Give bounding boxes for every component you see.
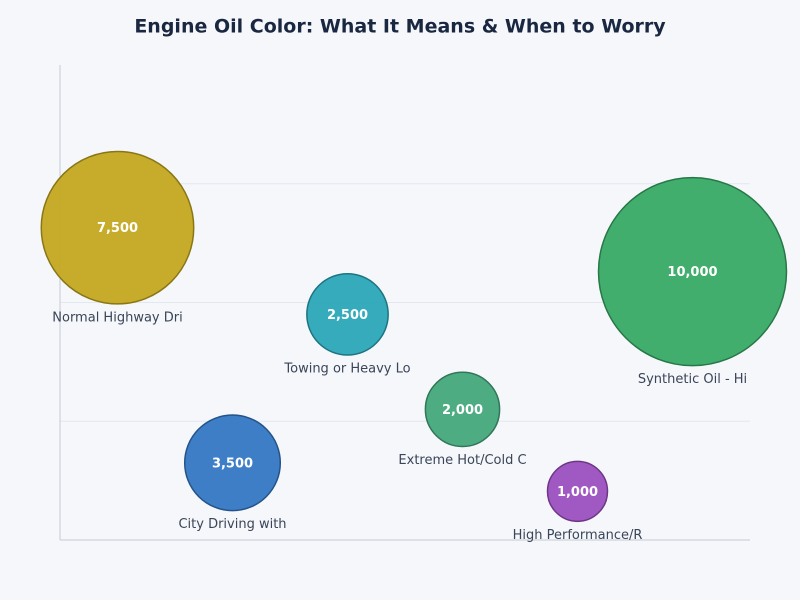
bubble [597,176,788,367]
bubble [40,150,195,305]
bubble [183,414,282,512]
bubble [546,460,609,523]
bubble-label: Towing or Heavy Lo [283,362,410,377]
value-label: 1,000 [557,485,598,500]
bubble-label: City Driving with [178,517,286,532]
bubble-label: High Performance/R [513,528,643,543]
bubble-label: Synthetic Oil - Hi [638,372,747,387]
bubble-label: Extreme Hot/Cold C [398,453,526,468]
value-label: 2,000 [442,403,483,418]
value-label: 3,500 [212,456,253,471]
value-label: 10,000 [667,265,717,280]
chart-title: Engine Oil Color: What It Means & When t… [134,16,666,38]
bubble-label: Normal Highway Dri [52,310,182,325]
bubble [424,371,501,448]
value-label: 7,500 [97,221,138,236]
value-label: 2,500 [327,308,368,323]
bubble [306,272,389,356]
